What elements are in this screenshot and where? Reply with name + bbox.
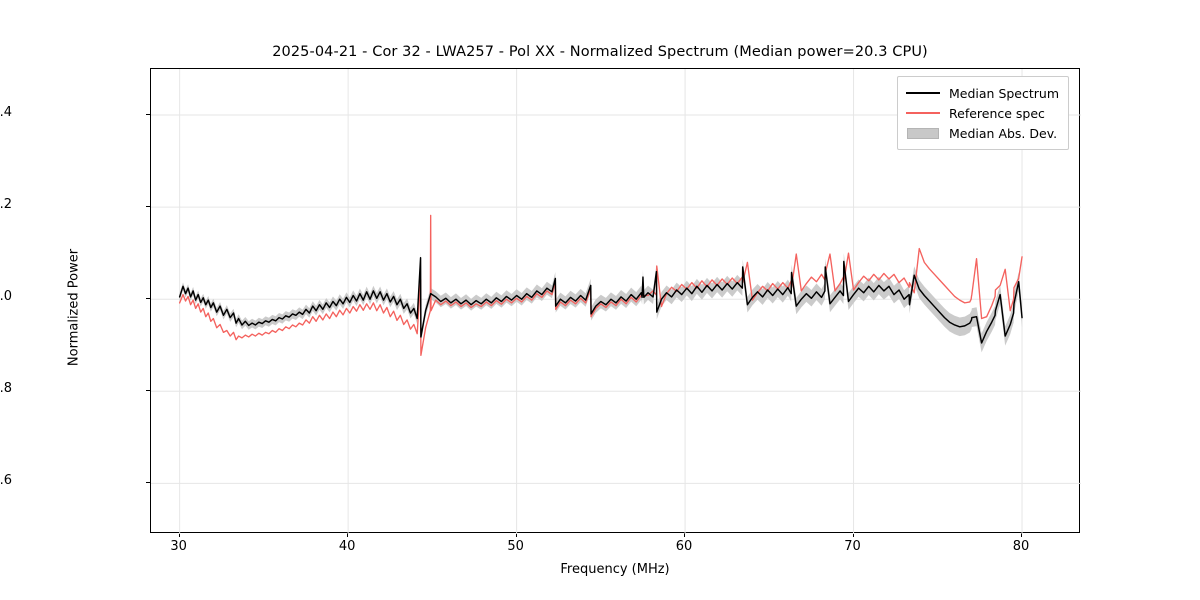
legend-label-reference-spec: Reference spec — [949, 105, 1045, 121]
legend-patch-swatch-mad — [906, 126, 940, 140]
x-tick-label: 80 — [1012, 539, 1030, 554]
median-spectrum-line — [178, 257, 1023, 344]
x-axis-label: Frequency (MHz) — [560, 562, 670, 577]
x-tick-label: 30 — [170, 539, 187, 554]
reference-spec-line — [178, 214, 1023, 357]
legend-line-swatch-median — [906, 86, 940, 100]
x-tick-mark — [1021, 533, 1023, 537]
x-tick-mark — [515, 533, 517, 537]
x-tick-mark — [347, 533, 349, 537]
x-tick-label: 70 — [844, 539, 861, 554]
y-tick-mark — [146, 206, 150, 208]
chart-title: 2025-04-21 - Cor 32 - LWA257 - Pol XX - … — [272, 44, 928, 60]
legend-item-median-abs-dev: Median Abs. Dev. — [906, 123, 1059, 143]
y-tick-label: 0.6 — [0, 473, 12, 489]
x-tick-label: 60 — [675, 539, 693, 554]
legend-label-median-abs-dev: Median Abs. Dev. — [949, 125, 1058, 141]
x-tick-mark — [178, 533, 180, 537]
y-tick-mark — [146, 114, 150, 116]
plot-svg — [151, 69, 1081, 534]
y-tick-label: 1.4 — [0, 105, 12, 121]
chart-legend: Median Spectrum Reference spec Median Ab… — [897, 76, 1070, 150]
y-tick-label: 0.8 — [0, 381, 12, 397]
legend-item-reference-spec: Reference spec — [906, 103, 1059, 123]
legend-item-median-spectrum: Median Spectrum — [906, 83, 1059, 103]
y-tick-label: 1.2 — [0, 197, 12, 213]
legend-label-median-spectrum: Median Spectrum — [949, 85, 1060, 101]
y-axis-label: Normalized Power — [66, 248, 82, 367]
x-tick-label: 40 — [338, 539, 356, 554]
y-tick-label: 1.0 — [0, 289, 12, 305]
y-tick-mark — [146, 482, 150, 484]
y-tick-mark — [146, 390, 150, 392]
x-tick-mark — [684, 533, 686, 537]
x-tick-label: 50 — [507, 539, 524, 554]
x-tick-mark — [852, 533, 854, 537]
y-tick-mark — [146, 298, 150, 300]
legend-line-swatch-reference — [906, 106, 940, 120]
